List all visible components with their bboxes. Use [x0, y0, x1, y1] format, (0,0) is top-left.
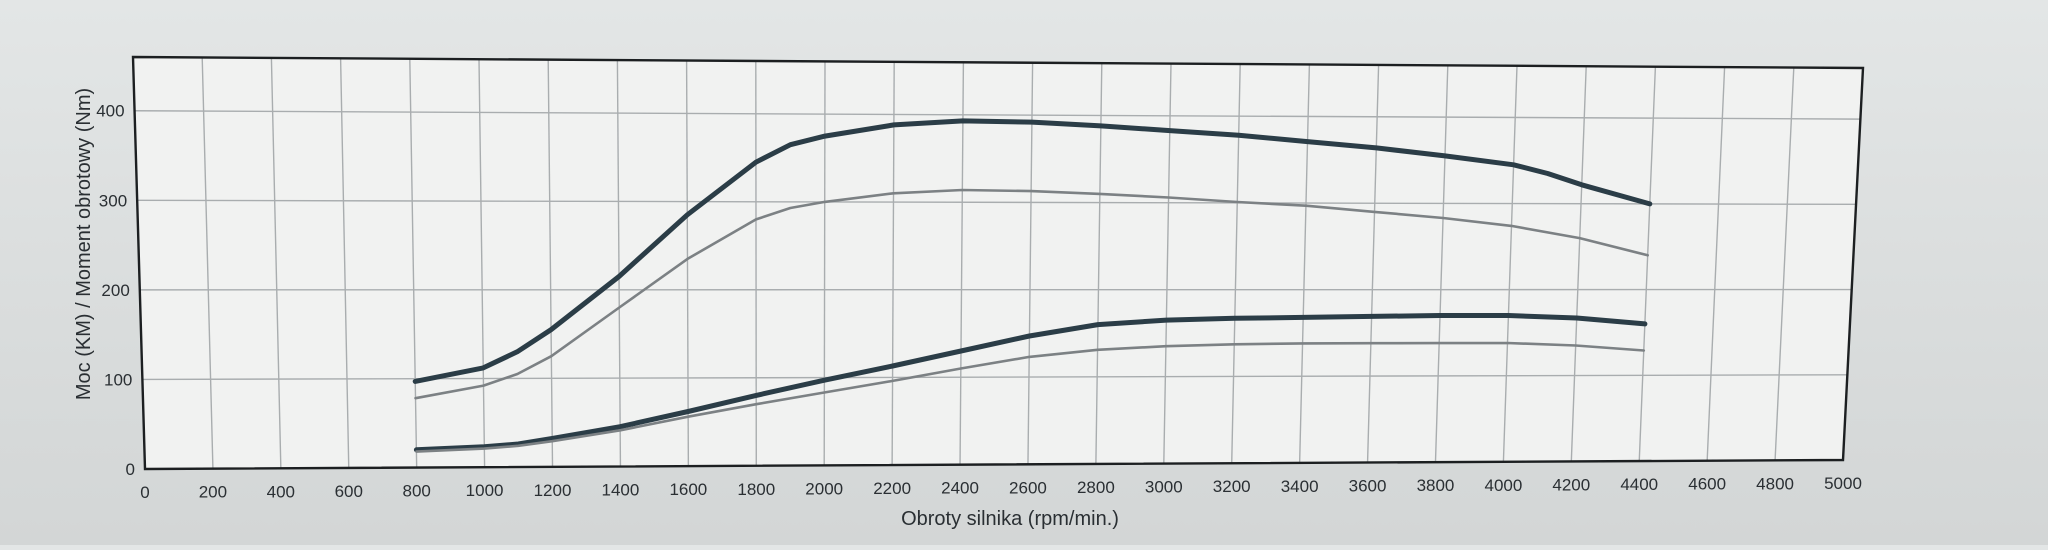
x-tick-label: 1400 [602, 480, 640, 499]
y-axis-ticks: 0 100 200 300 400 [96, 102, 135, 479]
x-tick-label: 800 [402, 482, 430, 501]
x-tick-label: 3400 [1281, 477, 1319, 496]
y-tick-label: 300 [99, 191, 127, 210]
x-tick-label: 1000 [466, 481, 504, 500]
grid-line-vertical [824, 61, 825, 465]
x-tick-label: 5000 [1824, 474, 1862, 493]
x-tick-label: 3200 [1213, 477, 1251, 496]
x-tick-label: 1800 [737, 480, 775, 499]
y-tick-label: 0 [126, 460, 135, 479]
x-tick-label: 3600 [1349, 477, 1387, 496]
x-tick-label: 3800 [1417, 476, 1455, 495]
y-tick-label: 200 [101, 281, 129, 300]
x-tick-label: 3000 [1145, 478, 1183, 497]
x-tick-label: 4200 [1552, 475, 1590, 494]
x-tick-label: 400 [267, 482, 295, 501]
x-tick-label: 2400 [941, 479, 979, 498]
plot-background [133, 57, 1863, 469]
grid [133, 57, 1863, 469]
x-tick-label: 4600 [1688, 475, 1726, 494]
x-tick-label: 2200 [873, 479, 911, 498]
x-tick-label: 2800 [1077, 478, 1115, 497]
x-axis-ticks: 0 200 400 600 800 1000 1200 1400 1600 1800 2000 220… [140, 474, 1862, 502]
x-tick-label: 0 [140, 483, 149, 502]
x-tick-label: 4000 [1484, 476, 1522, 495]
y-tick-label: 400 [96, 102, 124, 121]
x-tick-label: 2600 [1009, 478, 1047, 497]
y-axis-label: Moc (KM) / Moment obrotowy (Nm) [73, 88, 95, 400]
x-axis-label: Obroty silnika (rpm/min.) [901, 508, 1119, 530]
x-tick-label: 600 [335, 482, 363, 501]
x-tick-label: 4400 [1620, 475, 1658, 494]
y-tick-label: 100 [104, 370, 132, 389]
x-tick-label: 2000 [805, 479, 843, 498]
x-tick-label: 1200 [534, 481, 572, 500]
x-tick-label: 200 [199, 483, 227, 502]
x-tick-label: 1600 [669, 480, 707, 499]
x-tick-label: 4800 [1756, 474, 1794, 493]
